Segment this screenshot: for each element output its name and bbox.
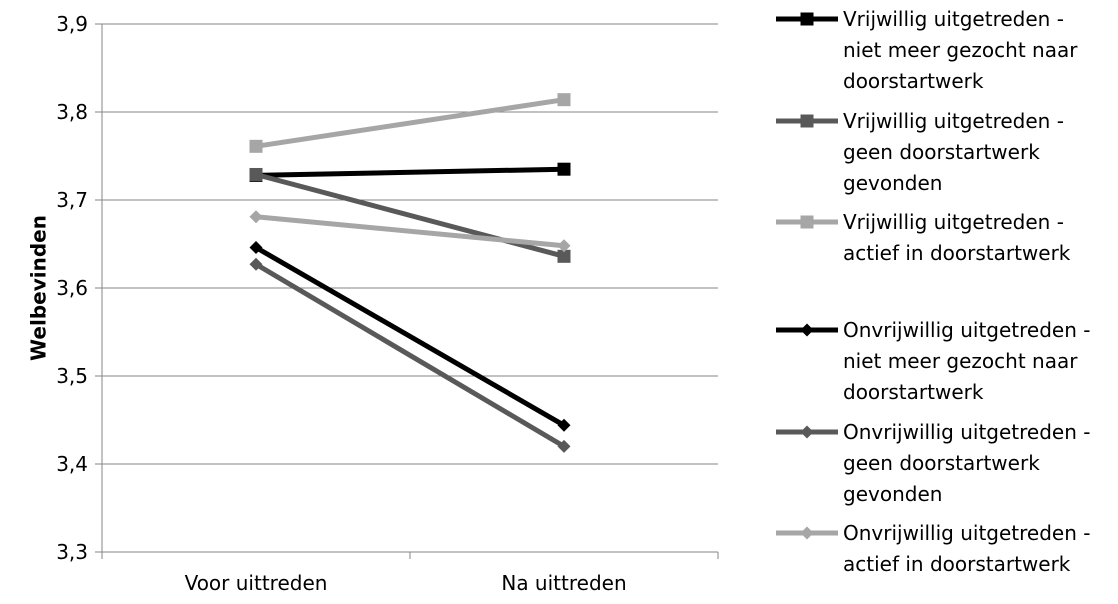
legend-entry: Vrijwillig uitgetreden - niet meer gezoch… [776, 7, 1078, 93]
legend-label: doorstartwerk [843, 69, 984, 93]
legend-swatch-marker [800, 526, 814, 540]
legend-entry: Vrijwillig uitgetreden - geen doorstartwe… [776, 109, 1064, 195]
legend-label: geen doorstartwerk [843, 451, 1040, 475]
gridlines [95, 23, 718, 553]
x-tick-labels: Voor uittreden Na uittreden [185, 571, 627, 595]
series-path [254, 262, 566, 449]
series-lines [249, 93, 571, 453]
data-point [557, 93, 571, 107]
series-line [249, 93, 571, 153]
legend-swatch-marker [800, 215, 814, 229]
legend-label: Onvrijwillig uitgetreden - [843, 521, 1090, 545]
legend-label: geen doorstartwerk [843, 140, 1040, 164]
legend-entry: Vrijwillig uitgetreden - actief in doorst… [776, 210, 1071, 265]
series-path [255, 97, 565, 149]
data-point [249, 167, 263, 181]
data-point [557, 162, 571, 176]
legend-entry: Onvrijwillig uitgetreden - niet meer gezo… [776, 318, 1090, 404]
data-point [249, 210, 263, 224]
legend-swatch-marker [800, 114, 814, 128]
data-point [557, 439, 571, 453]
legend-swatch-marker [800, 12, 814, 26]
legend-label: Vrijwillig uitgetreden - [843, 7, 1064, 31]
legend-swatch-marker [800, 425, 814, 439]
legend-label: Onvrijwillig uitgetreden - [843, 318, 1090, 342]
legend-label: gevonden [843, 482, 942, 506]
legend-label: gevonden [843, 171, 942, 195]
y-tick-label: 3,4 [56, 452, 88, 476]
legend-label: Vrijwillig uitgetreden - [843, 109, 1064, 133]
legend-label: doorstartwerk [843, 380, 984, 404]
data-point [557, 249, 571, 263]
legend-swatch-marker [800, 323, 814, 337]
series-line [249, 241, 571, 432]
x-tick-label: Na uittreden [501, 571, 626, 595]
y-tick-label: 3,6 [56, 276, 88, 300]
legend-label: niet meer gezocht naar [843, 38, 1078, 62]
y-tick-label: 3,5 [56, 364, 88, 388]
data-point [249, 139, 263, 153]
series-line [249, 162, 571, 182]
series-path [254, 245, 566, 428]
data-point [249, 257, 263, 271]
data-point [249, 241, 263, 255]
series-path [255, 172, 565, 259]
axes [101, 24, 719, 559]
legend-label: niet meer gezocht naar [843, 349, 1078, 373]
legend-label: Onvrijwillig uitgetreden - [843, 420, 1090, 444]
y-tick-label: 3,7 [56, 188, 88, 212]
data-point [557, 239, 571, 253]
legend-entry: Onvrijwillig uitgetreden - actief in door… [776, 521, 1090, 576]
x-tick-label: Voor uittreden [185, 571, 328, 595]
y-axis-label: Welbevinden [27, 215, 51, 361]
y-tick-label: 3,3 [56, 540, 88, 564]
legend-label: Vrijwillig uitgetreden - [843, 210, 1064, 234]
series-line [249, 257, 571, 453]
y-tick-label: 3,9 [56, 12, 88, 36]
legend-label: actief in doorstartwerk [843, 241, 1071, 265]
series-line [249, 210, 571, 253]
series-line [249, 167, 571, 263]
legend-label: actief in doorstartwerk [843, 552, 1071, 576]
data-point [557, 418, 571, 432]
legend-entry: Onvrijwillig uitgetreden - geen doorstart… [776, 420, 1090, 506]
legend: Vrijwillig uitgetreden - niet meer gezoch… [776, 7, 1090, 576]
series-path [255, 166, 565, 178]
y-tick-label: 3,8 [56, 100, 88, 124]
series-path [255, 214, 565, 249]
y-tick-labels: 3,3 3,4 3,5 3,6 3,7 3,8 3,9 [56, 12, 88, 564]
